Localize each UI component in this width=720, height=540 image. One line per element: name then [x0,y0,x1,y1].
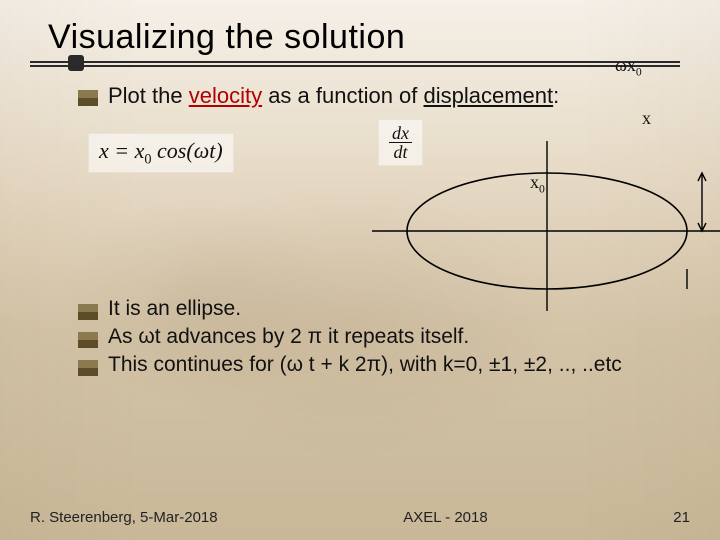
text-underline-displacement: displacement [424,83,554,108]
label-x0: x0 [530,172,545,196]
bullet-text: This continues for (ω t + k 2π), with k=… [108,353,622,377]
bullet-icon [78,360,98,376]
eq-x: x [135,138,145,163]
text-fragment: Plot the [108,83,189,108]
text-fragment: as a function of [262,83,423,108]
label-x-part: x [530,172,539,192]
bullet-bottom-2: This continues for (ω t + k 2π), with k=… [78,353,690,377]
text-fragment: : [553,83,559,108]
label-omega-x0: ωx0 [615,55,642,79]
page-title: Visualizing the solution [48,18,690,57]
bullet-top-0: Plot the velocity as a function of displ… [78,83,690,109]
content: Plot the velocity as a function of displ… [78,83,690,377]
text-red-velocity: velocity [189,83,262,108]
bullet-icon [78,332,98,348]
title-underline [30,61,680,65]
equation-x: x = x0 cos(ωt) [88,133,234,173]
footer-left: R. Steerenberg, 5-Mar-2018 [30,509,218,526]
eq-lhs: x [99,138,109,163]
label-sub0: 0 [636,66,642,79]
bullet-icon [78,90,98,106]
label-sub0b: 0 [539,183,545,196]
eq-cos: cos(ωt) [157,138,223,163]
title-wrap: Visualizing the solution [30,18,690,57]
bullet-top-0-text: Plot the velocity as a function of displ… [108,83,559,109]
phase-ellipse-diagram [372,141,720,316]
bullet-bottom-1: As ωt advances by 2 π it repeats itself. [78,325,690,349]
bullet-text: It is an ellipse. [108,297,241,321]
footer-right: 21 [673,509,690,526]
label-omega-x: ωx [615,55,636,75]
bullet-text: As ωt advances by 2 π it repeats itself. [108,325,469,349]
equations-area: x = x0 cos(ωt) dx dt [78,119,690,289]
slide: Visualizing the solution Plot the veloci… [0,0,720,540]
bullet-icon [78,304,98,320]
eq-sub0: 0 [144,151,151,167]
footer-center: AXEL - 2018 [403,509,488,526]
label-x: x [642,108,651,129]
footer: R. Steerenberg, 5-Mar-2018 AXEL - 2018 2… [30,509,690,526]
